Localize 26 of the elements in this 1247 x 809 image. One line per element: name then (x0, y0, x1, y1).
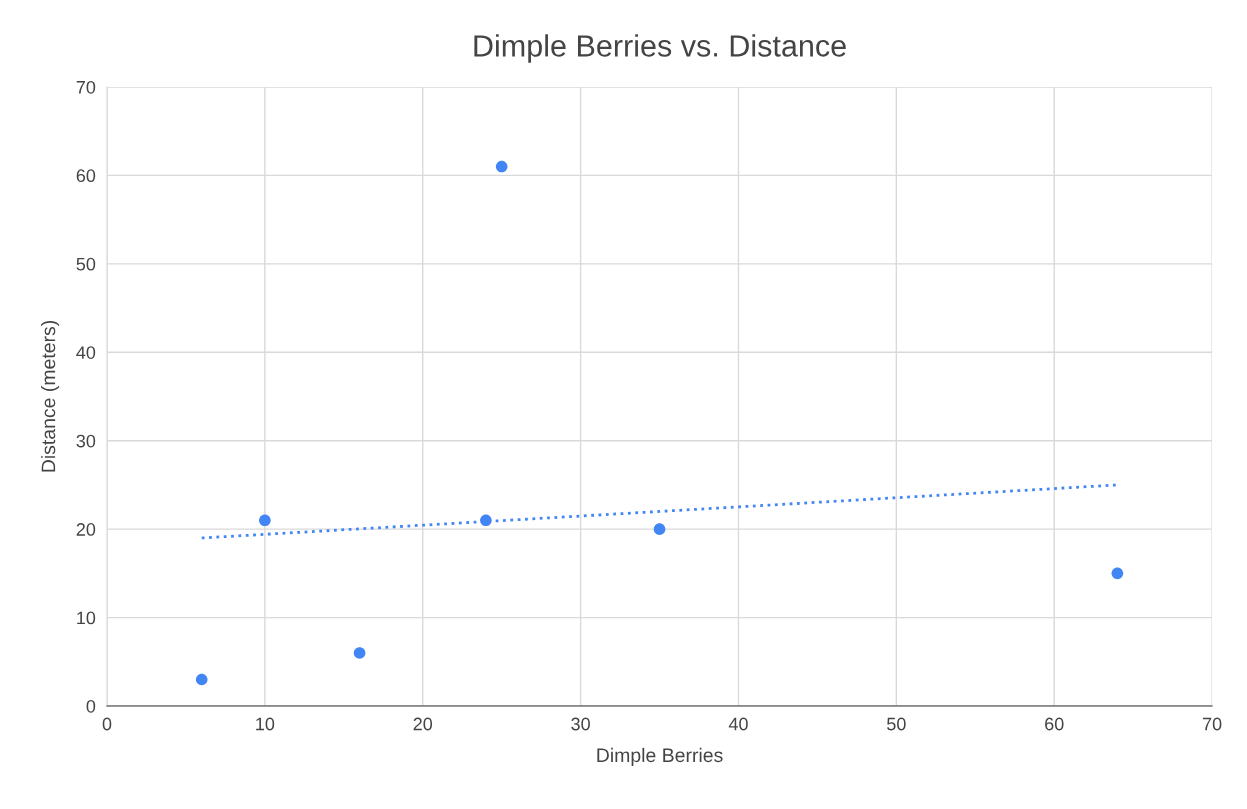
point (195, 673, 208, 686)
y-tick-label: 50 (76, 257, 96, 271)
chart-title: Dimple Berries vs. Distance (474, 34, 846, 63)
x-tick-label: 10 (256, 717, 275, 731)
x-axis-title: Dimple Berries (597, 747, 723, 766)
point (653, 523, 666, 535)
point (480, 514, 492, 527)
y-tick-label: 0 (86, 699, 96, 713)
point (259, 514, 271, 527)
x-tick-label: 40 (728, 717, 748, 731)
x-tick-label: 0 (102, 717, 112, 731)
y-tick-label: 10 (77, 611, 96, 625)
x-tick-label: 20 (413, 717, 433, 731)
x-tick-label: 60 (1045, 717, 1064, 731)
y-axis-title: Distance (meters) (41, 320, 60, 472)
point (495, 160, 508, 173)
x-tick-label: 70 (1202, 717, 1222, 731)
y-tick-label: 60 (76, 169, 96, 183)
y-tick-label: 20 (76, 523, 96, 536)
point (353, 647, 366, 659)
y-tick-label: 40 (76, 346, 96, 359)
x-tick-label: 30 (571, 717, 590, 731)
y-tick-label: 30 (76, 434, 96, 448)
x-tick-label: 50 (887, 717, 906, 731)
y-tick-label: 70 (76, 80, 96, 94)
point (1111, 567, 1124, 580)
